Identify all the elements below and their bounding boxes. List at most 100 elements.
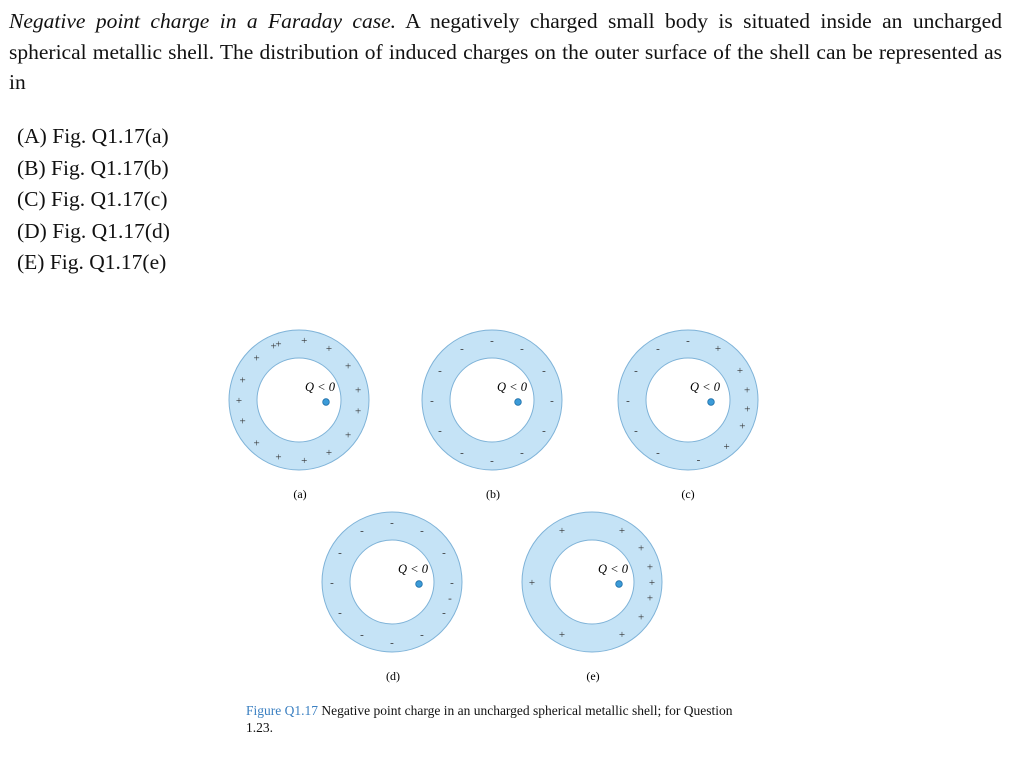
- plus-charge-icon: +: [619, 629, 625, 641]
- plus-charge-icon: +: [253, 353, 259, 365]
- question-text: Negative point charge in a Faraday case.…: [9, 6, 1002, 98]
- shell-inner: [256, 357, 342, 443]
- plus-charge-icon: +: [239, 375, 245, 387]
- panel-label: (c): [681, 487, 694, 501]
- minus-charge-icon: -: [442, 547, 446, 559]
- plus-charge-icon: +: [301, 455, 307, 467]
- outer-charges: +++ +++++++++++++: [236, 335, 361, 467]
- panel-d: Q < 0 ------------- (d): [321, 511, 463, 683]
- minus-charge-icon: -: [438, 365, 442, 377]
- panel-c: Q < 0 ++++++------- (c): [617, 329, 759, 501]
- option-label: (D): [17, 218, 47, 243]
- panel-e: Q < 0 ++++++++++ (e): [521, 511, 663, 683]
- minus-charge-icon: -: [420, 629, 424, 641]
- minus-charge-icon: -: [490, 455, 494, 467]
- minus-charge-icon: -: [438, 425, 442, 437]
- plus-charge-icon: +: [638, 543, 644, 555]
- plus-charge-icon: +: [529, 577, 535, 589]
- plus-charge-icon: +: [253, 437, 259, 449]
- panel-label: (e): [586, 669, 599, 683]
- minus-charge-icon: -: [520, 343, 524, 355]
- plus-charge-icon: +: [647, 562, 653, 574]
- option-label: (A): [17, 124, 47, 148]
- plus-charge-icon: +: [559, 525, 565, 537]
- minus-charge-icon: -: [390, 637, 394, 649]
- minus-charge-icon: -: [656, 447, 660, 459]
- minus-charge-icon: -: [390, 517, 394, 529]
- plus-charge-icon: +: [239, 416, 245, 428]
- minus-charge-icon: -: [330, 577, 334, 589]
- minus-charge-icon: -: [430, 395, 434, 407]
- panel-label: (d): [386, 669, 400, 683]
- caption-text: Negative point charge in an uncharged sp…: [246, 703, 733, 735]
- option-c[interactable]: (C) Fig. Q1.17(c): [17, 184, 170, 216]
- outer-charges: -------------: [330, 517, 454, 649]
- minus-charge-icon: -: [634, 425, 638, 437]
- plus-charge-icon: +: [744, 385, 750, 397]
- plus-charge-icon: +: [270, 341, 276, 353]
- minus-charge-icon: -: [686, 335, 690, 347]
- plus-charge-icon: +: [739, 420, 745, 432]
- charge-label: Q < 0: [690, 380, 721, 394]
- point-charge: [415, 580, 423, 588]
- plus-charge-icon: +: [345, 429, 351, 441]
- plus-charge-icon: +: [715, 343, 721, 355]
- outer-charges: ++++++++++: [529, 525, 655, 641]
- minus-charge-icon: -: [656, 343, 660, 355]
- question-lead: Negative point charge in a Faraday case.: [9, 9, 397, 33]
- shell-inner: [449, 357, 535, 443]
- option-e[interactable]: (E) Fig. Q1.17(e): [17, 247, 170, 279]
- minus-charge-icon: -: [460, 447, 464, 459]
- option-b[interactable]: (B) Fig. Q1.17(b): [17, 153, 170, 185]
- point-charge: [514, 398, 522, 406]
- minus-charge-icon: -: [338, 547, 342, 559]
- shell-inner: [549, 539, 635, 625]
- minus-charge-icon: -: [634, 365, 638, 377]
- option-text: Fig. Q1.17(a): [52, 124, 169, 148]
- minus-charge-icon: -: [450, 577, 454, 589]
- plus-charge-icon: +: [236, 395, 242, 407]
- option-d[interactable]: (D) Fig. Q1.17(d): [17, 216, 170, 248]
- panel-label: (a): [293, 487, 306, 501]
- panel-a: Q < 0 +++ +++++++++++++ (a): [228, 329, 370, 501]
- plus-charge-icon: +: [275, 451, 281, 463]
- plus-charge-icon: +: [559, 629, 565, 641]
- plus-charge-icon: +: [355, 405, 361, 417]
- outer-charges: ++++++-------: [626, 335, 750, 466]
- option-label: (C): [17, 187, 46, 211]
- minus-charge-icon: -: [542, 425, 546, 437]
- minus-charge-icon: -: [420, 525, 424, 537]
- charge-label: Q < 0: [398, 562, 429, 576]
- option-text: Fig. Q1.17(e): [49, 250, 167, 274]
- minus-charge-icon: -: [626, 395, 630, 407]
- plus-charge-icon: +: [649, 577, 655, 589]
- minus-charge-icon: -: [360, 525, 364, 537]
- option-text: Fig. Q1.17(d): [52, 218, 170, 243]
- charge-label: Q < 0: [497, 380, 528, 394]
- minus-charge-icon: -: [460, 343, 464, 355]
- plus-charge-icon: +: [345, 361, 351, 373]
- plus-charge-icon: +: [619, 525, 625, 537]
- option-label: (E): [17, 250, 45, 274]
- minus-charge-icon: -: [490, 335, 494, 347]
- charge-label: Q < 0: [305, 380, 336, 394]
- minus-charge-icon: -: [442, 607, 446, 619]
- plus-charge-icon: +: [326, 447, 332, 459]
- plus-charge-icon: +: [638, 611, 644, 623]
- answer-options: (A) Fig. Q1.17(a) (B) Fig. Q1.17(b) (C) …: [17, 121, 170, 279]
- plus-charge-icon: +: [301, 335, 307, 347]
- plus-charge-icon: +: [275, 339, 281, 351]
- question-body: A negatively charged small body is situa…: [9, 9, 1002, 94]
- point-charge: [707, 398, 715, 406]
- minus-charge-icon: -: [550, 395, 554, 407]
- shell-inner: [349, 539, 435, 625]
- option-a[interactable]: (A) Fig. Q1.17(a): [17, 121, 170, 153]
- panel-label: (b): [486, 487, 500, 501]
- plus-charge-icon: +: [326, 343, 332, 355]
- option-text: Fig. Q1.17(b): [51, 155, 169, 180]
- plus-charge-icon: +: [355, 385, 361, 397]
- minus-charge-icon: -: [360, 629, 364, 641]
- option-text: Fig. Q1.17(c): [51, 187, 168, 211]
- caption-label: Figure Q1.17: [246, 703, 318, 718]
